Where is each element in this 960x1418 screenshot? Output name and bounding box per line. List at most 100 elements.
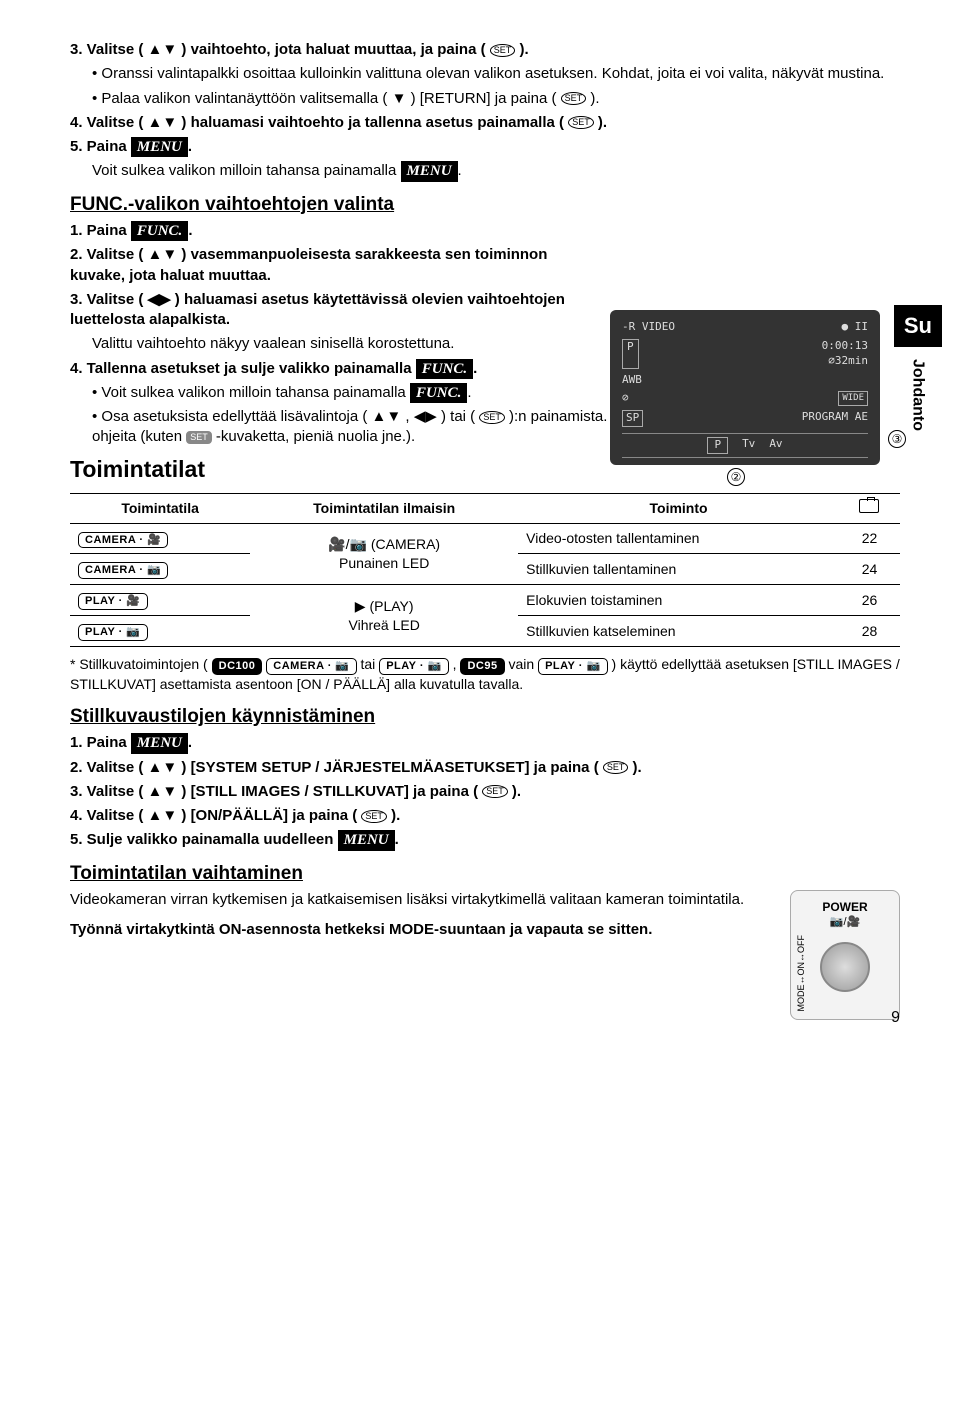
prog-label: PROGRAM AE (802, 410, 868, 427)
off-icon: ⊘ (622, 391, 629, 406)
still-s3a: 3. Valitse ( ▲▼ ) [STILL IMAGES / STILLK… (70, 783, 482, 800)
menu-label: MENU (338, 830, 395, 850)
still-s3b: ). (508, 783, 521, 800)
still-s5b: . (395, 831, 399, 848)
step-4-a: 4. Valitse ( ▲▼ ) haluamasi vaihtoehto j… (70, 114, 568, 131)
set-icon: SET (482, 785, 508, 798)
callout-2: ② (727, 468, 745, 486)
camera-screen: -R VIDEO● II P0:00:13⌀32min AWB ⊘WIDE SP… (610, 310, 880, 465)
func-step-3: 3. Valitse ( ◀▶ ) haluamasi asetus käyte… (70, 290, 590, 331)
power-label: POWER (799, 899, 891, 915)
section-label: Johdanto (907, 359, 929, 431)
mode-badge: PLAY · 📷 (78, 624, 148, 641)
dc95-badge: DC95 (460, 658, 504, 675)
indicator-1: 🎥/📷 (CAMERA) (328, 536, 440, 552)
dc100-badge: DC100 (212, 658, 263, 675)
modes-label: 📷/🎥 (799, 915, 891, 930)
knob-icon (820, 942, 870, 992)
func-s4a: 4. Tallenna asetukset ja sulje valikko p… (70, 360, 416, 377)
func-step-3-note: Valittu vaihtoehto näkyy vaalean sinisel… (92, 334, 590, 354)
time-label: 0:00:13 (822, 339, 868, 352)
func-step-2: 2. Valitse ( ▲▼ ) vasemmanpuoleisesta sa… (70, 245, 590, 286)
indicator-2: ▶ (PLAY) (355, 598, 414, 614)
awb-icon: AWB (622, 373, 642, 388)
page-cell: 24 (839, 554, 900, 585)
table-row: PLAY · 🎥 ▶ (PLAY)Vihreä LED Elokuvien to… (70, 585, 900, 616)
indicator-led-1: Punainen LED (339, 555, 429, 571)
table-row: CAMERA · 🎥 🎥/📷 (CAMERA)Punainen LED Vide… (70, 523, 900, 554)
tab-p: P (707, 437, 728, 454)
still-step-2: 2. Valitse ( ▲▼ ) [SYSTEM SETUP / JÄRJES… (70, 758, 900, 778)
mode-badge: CAMERA · 🎥 (78, 532, 168, 549)
on-text: ON (796, 962, 806, 976)
step-3-end: ). (515, 41, 528, 58)
page-cell: 26 (839, 585, 900, 616)
stillkuva-heading: Stillkuvaustilojen käynnistäminen (70, 704, 900, 730)
func-cell: Stillkuvien katseleminen (518, 616, 839, 647)
play-badge-2: PLAY · 📷 (538, 658, 608, 675)
power-switch-diagram: POWER 📷/🎥 MODE↔ON↔OFF (790, 890, 900, 1020)
step-3-bullet-2: Palaa valikon valintanäyttöön valitsemal… (92, 89, 900, 109)
p-icon: P (622, 339, 639, 369)
still-s5a: 5. Sulje valikko painamalla uudelleen (70, 831, 338, 848)
menu-label: MENU (401, 161, 458, 181)
set-icon: SET (361, 810, 387, 823)
step-5: 5. Paina MENU. (70, 137, 900, 157)
set-box-icon: SET (186, 431, 212, 444)
col-function: Toiminto (518, 493, 839, 523)
still-s4a: 4. Valitse ( ▲▼ ) [ON/PÄÄLLÄ] ja paina ( (70, 807, 361, 824)
func-s1a: 1. Paina (70, 222, 131, 239)
still-step-5: 5. Sulje valikko painamalla uudelleen ME… (70, 830, 900, 850)
switch-heading: Toimintatilan vaihtaminen (70, 861, 900, 887)
step-5-note-end: . (458, 162, 462, 179)
menu-label: MENU (131, 733, 188, 753)
still-s2b: ). (628, 759, 641, 776)
step-3-b2a: Palaa valikon valintanäyttöön valitsemal… (101, 90, 560, 107)
func-cell: Elokuvien toistaminen (518, 585, 839, 616)
fn-e: vain (505, 656, 538, 672)
page-cell: 22 (839, 523, 900, 554)
switch-p2: Työnnä virtakytkintä ON-asennosta hetkek… (70, 920, 770, 940)
menu-label: MENU (131, 137, 188, 157)
step-5-note-text: Voit sulkea valikon milloin tahansa pain… (92, 162, 401, 179)
fn-c: tai (357, 656, 380, 672)
language-tab: Su (894, 305, 942, 347)
func-s4b: . (473, 360, 477, 377)
set-icon: SET (568, 116, 594, 129)
func-b2a: Osa asetuksista edellyttää lisävalintoja… (101, 408, 479, 425)
mode-badge: PLAY · 🎥 (78, 593, 148, 610)
col-page-icon (839, 493, 900, 523)
set-icon: SET (603, 761, 629, 774)
col-indicator: Toimintatilan ilmaisin (250, 493, 518, 523)
func-heading: FUNC.-valikon vaihtoehtojen valinta (70, 192, 900, 218)
fn-a: * Stillkuvatoimintojen ( (70, 656, 212, 672)
func-b2c: -kuvaketta, pieniä nuolia jne.). (212, 428, 415, 445)
tab-av: Av (769, 437, 782, 454)
still-step-1: 1. Paina MENU. (70, 733, 900, 753)
func-b1a: Voit sulkea valikon milloin tahansa pain… (101, 384, 410, 401)
step-3-text: 3. Valitse ( ▲▼ ) vaihtoehto, jota halua… (70, 41, 490, 58)
off-text: OFF (796, 935, 806, 953)
still-s1b: . (188, 734, 192, 751)
set-icon: SET (490, 44, 516, 57)
step-3: 3. Valitse ( ▲▼ ) vaihtoehto, jota halua… (70, 40, 900, 60)
switch-p1: Videokameran virran kytkemisen ja katkai… (70, 890, 770, 910)
mode-text: MODE (796, 984, 806, 1011)
rec-icon: -R (622, 320, 635, 333)
func-step-1: 1. Paina FUNC.. (70, 221, 590, 241)
modes-table: Toimintatila Toimintatilan ilmaisin Toim… (70, 493, 900, 647)
wide-label: WIDE (838, 391, 868, 406)
callout-3: ③ (888, 430, 906, 448)
footnote: * Stillkuvatoimintojen ( DC100 CAMERA · … (70, 655, 900, 694)
set-icon: SET (479, 411, 505, 424)
func-cell: Video-otosten tallentaminen (518, 523, 839, 554)
still-s2a: 2. Valitse ( ▲▼ ) [SYSTEM SETUP / JÄRJES… (70, 759, 603, 776)
cam-badge: CAMERA · 📷 (266, 658, 356, 675)
still-s1a: 1. Paina (70, 734, 131, 751)
play-badge: PLAY · 📷 (379, 658, 449, 675)
still-step-3: 3. Valitse ( ▲▼ ) [STILL IMAGES / STILLK… (70, 782, 900, 802)
func-b1b: . (467, 384, 471, 401)
min-label: ⌀32min (828, 354, 868, 367)
indicator-led-2: Vihreä LED (349, 617, 420, 633)
func-label: FUNC. (131, 221, 188, 241)
